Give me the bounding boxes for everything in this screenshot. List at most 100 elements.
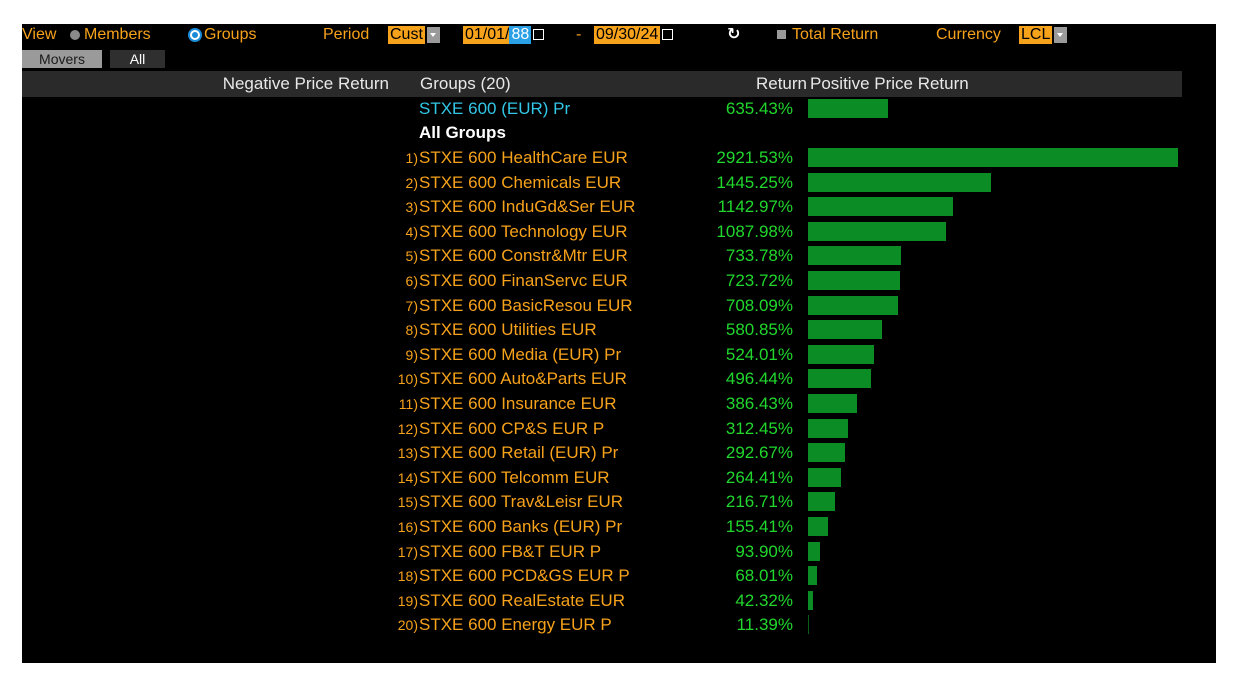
period-select[interactable]: Cust (388, 24, 440, 46)
rank-label: 9) (405, 346, 418, 363)
group-name: STXE 600 RealEstate EUR (419, 590, 625, 610)
table-row[interactable]: 7) STXE 600 BasicResou EUR 708.09% (22, 294, 1216, 318)
return-value: 264.41% (725, 467, 793, 487)
groups-radio[interactable]: Groups (190, 24, 256, 46)
return-value: 68.01% (735, 566, 793, 586)
date-separator: - (576, 26, 582, 43)
group-name: STXE 600 InduGd&Ser EUR (419, 197, 636, 217)
return-header[interactable]: Return (755, 74, 807, 93)
table-row[interactable]: 2) STXE 600 Chemicals EUR 1445.25% (22, 171, 1216, 195)
rank-label: 15) (397, 494, 418, 511)
return-bar (808, 369, 871, 389)
start-date-prefix: 01/01/ (463, 26, 510, 44)
table-row[interactable]: 1) STXE 600 HealthCare EUR 2921.53% (22, 146, 1216, 170)
rank-label: 12) (397, 420, 418, 437)
table-row[interactable]: 5) STXE 600 Constr&Mtr EUR 733.78% (22, 244, 1216, 268)
group-name: STXE 600 Telcomm EUR (419, 467, 610, 487)
rank-label: 2) (405, 174, 418, 191)
rank-label: 6) (405, 273, 418, 289)
group-name: STXE 600 PCD&GS EUR P (419, 566, 630, 586)
benchmark-name: STXE 600 (EUR) Pr (419, 99, 571, 118)
chevron-down-icon (1054, 26, 1068, 43)
rank-label: 20) (397, 617, 418, 634)
return-value: 386.43% (725, 394, 793, 413)
table-row[interactable]: 14) STXE 600 Telcomm EUR 264.41% (22, 466, 1216, 490)
group-name: STXE 600 BasicResou EUR (419, 295, 633, 315)
tab-movers[interactable]: Movers (22, 50, 102, 68)
return-value: 723.72% (725, 271, 793, 290)
table-row[interactable]: 19) STXE 600 RealEstate EUR 42.32% (22, 589, 1216, 613)
rank-label: 18) (397, 568, 418, 585)
return-value: 93.90% (735, 541, 793, 561)
period-value: Cust (388, 26, 425, 44)
table-row[interactable]: 18) STXE 600 PCD&GS EUR P 68.01% (22, 564, 1216, 588)
start-date-field[interactable]: 01/01/88 (463, 24, 545, 46)
end-date-value: 09/30/24 (594, 26, 661, 44)
return-bar (808, 221, 946, 241)
rank-label: 11) (398, 396, 418, 412)
table-row[interactable]: 9) STXE 600 Media (EUR) Pr 524.01% (22, 343, 1216, 367)
rank-label: 10) (397, 371, 418, 388)
tab-all[interactable]: All (110, 50, 165, 68)
currency-select[interactable]: LCL (1019, 24, 1068, 46)
group-name: STXE 600 Constr&Mtr EUR (419, 246, 628, 266)
return-bar (808, 394, 857, 413)
return-value: 42.32% (735, 590, 793, 610)
return-bar (808, 541, 820, 561)
currency-value: LCL (1019, 26, 1053, 44)
return-bar (808, 172, 991, 192)
group-name: STXE 600 Banks (EUR) Pr (419, 517, 623, 536)
group-name: STXE 600 Technology EUR (419, 221, 628, 241)
return-bar (808, 197, 953, 217)
return-value: 580.85% (725, 320, 793, 340)
negative-return-header: Negative Price Return (222, 74, 389, 93)
group-name: STXE 600 FB&T EUR P (419, 541, 602, 561)
return-bar (808, 148, 1178, 167)
group-name: STXE 600 Retail (EUR) Pr (419, 443, 619, 463)
group-name: STXE 600 Trav&Leisr EUR (419, 492, 624, 512)
return-value: 496.44% (725, 369, 793, 389)
table-row[interactable]: 17) STXE 600 FB&T EUR P 93.90% (22, 540, 1216, 564)
table-row[interactable]: 11) STXE 600 Insurance EUR 386.43% (22, 392, 1216, 416)
rank-label: 4) (405, 223, 418, 240)
return-value: 155.41% (725, 517, 793, 536)
table-row[interactable]: 4) STXE 600 Technology EUR 1087.98% (22, 220, 1216, 244)
group-name: STXE 600 Insurance EUR (419, 394, 617, 413)
return-bar (808, 271, 900, 290)
all-groups-row: All Groups (22, 121, 1216, 145)
benchmark-return: 635.43% (725, 99, 793, 118)
return-bar (808, 320, 882, 340)
group-name: STXE 600 FinanServc EUR (419, 271, 628, 290)
members-radio[interactable]: Members (70, 24, 151, 46)
period-label: Period (323, 26, 370, 43)
table-row[interactable]: 15) STXE 600 Trav&Leisr EUR 216.71% (22, 490, 1216, 514)
return-bar (808, 566, 817, 586)
table-row[interactable]: 16) STXE 600 Banks (EUR) Pr 155.41% (22, 515, 1216, 539)
radio-selected-icon (190, 29, 200, 40)
end-date-field[interactable]: 09/30/24 (594, 24, 674, 46)
rank-label: 8) (405, 322, 418, 339)
return-value: 312.45% (725, 418, 793, 438)
groups-header[interactable]: Groups (20) (420, 74, 511, 93)
table-row[interactable]: 13) STXE 600 Retail (EUR) Pr 292.67% (22, 441, 1216, 465)
return-bar (808, 467, 841, 487)
return-value: 1142.97% (717, 197, 793, 217)
return-bar (808, 443, 845, 463)
table-row[interactable]: 10) STXE 600 Auto&Parts EUR 496.44% (22, 367, 1216, 391)
group-name: STXE 600 CP&S EUR P (419, 418, 605, 438)
chevron-down-icon (426, 26, 440, 43)
group-name: STXE 600 Energy EUR P (419, 615, 612, 635)
return-value: 524.01% (725, 344, 793, 364)
terminal-window: View Members Groups Period Cust 01/01/88… (22, 24, 1216, 663)
table-row[interactable]: 12) STXE 600 CP&S EUR P 312.45% (22, 417, 1216, 441)
total-return-checkbox[interactable]: Total Return (777, 24, 878, 46)
benchmark-row[interactable]: STXE 600 (EUR) Pr 635.43% (22, 97, 1216, 121)
calendar-icon (662, 29, 674, 41)
table-row[interactable]: 20) STXE 600 Energy EUR P 11.39% (22, 613, 1216, 637)
table-row[interactable]: 3) STXE 600 InduGd&Ser EUR 1142.97% (22, 195, 1216, 219)
benchmark-bar (808, 99, 888, 118)
return-bar (808, 517, 828, 536)
table-row[interactable]: 8) STXE 600 Utilities EUR 580.85% (22, 318, 1216, 342)
refresh-icon[interactable]: ↻ (727, 26, 741, 43)
table-row[interactable]: 6) STXE 600 FinanServc EUR 723.72% (22, 269, 1216, 293)
